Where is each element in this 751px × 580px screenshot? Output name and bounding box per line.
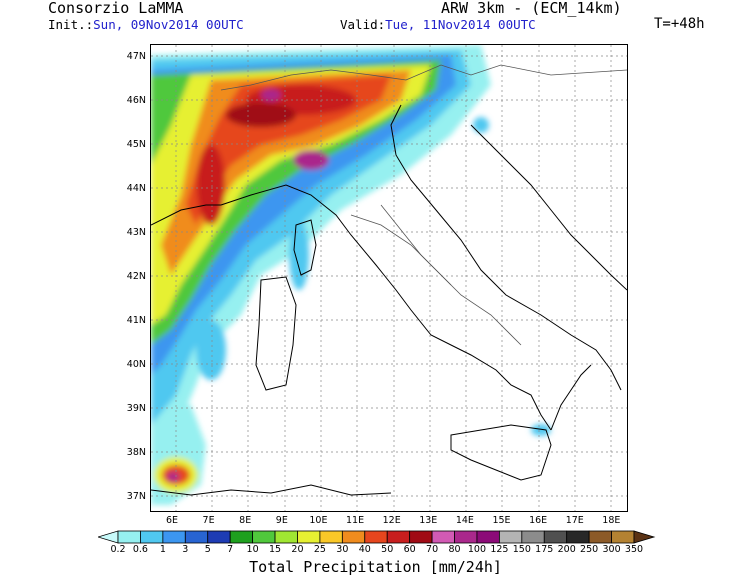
colorbar-level-label: 30 bbox=[336, 544, 349, 555]
colorbar-swatch bbox=[297, 530, 321, 544]
lat-tick-label: 42N bbox=[126, 271, 146, 282]
colorbar-swatch bbox=[454, 530, 478, 544]
colorbar-swatch bbox=[566, 530, 590, 544]
colorbar-level-label: 25 bbox=[313, 544, 326, 555]
lon-tick-label: 6E bbox=[165, 515, 178, 526]
lat-tick-label: 46N bbox=[126, 95, 146, 107]
lat-tick-label: 39N bbox=[126, 402, 146, 414]
colorbar-level-label: 80 bbox=[448, 544, 461, 555]
precipitation-map bbox=[150, 44, 628, 512]
lon-tick-label: 9E bbox=[275, 515, 288, 526]
colorbar-swatch bbox=[252, 530, 276, 544]
valid-line: Valid:Tue, 11Nov2014 00UTC bbox=[340, 18, 536, 32]
colorbar-swatch bbox=[498, 530, 523, 544]
colorbar-title: Total Precipitation [mm/24h] bbox=[249, 558, 502, 576]
colorbar-swatch bbox=[207, 530, 231, 544]
lat-tick-label: 45N bbox=[126, 139, 146, 151]
colorbar-level-label: 175 bbox=[535, 544, 554, 555]
init-date: Sun, 09Nov2014 00UTC bbox=[93, 17, 244, 32]
colorbar-level-label: 300 bbox=[602, 544, 621, 555]
lon-tick-label: 18E bbox=[602, 515, 621, 526]
colorbar-level-label: 70 bbox=[426, 544, 439, 555]
colorbar-level-label: 125 bbox=[490, 544, 509, 555]
colorbar-level-label: 10 bbox=[246, 544, 259, 555]
colorbar-swatch bbox=[588, 530, 612, 544]
lat-tick-label: 38N bbox=[126, 446, 146, 458]
colorbar-level-label: 5 bbox=[204, 544, 211, 555]
colorbar-level-label: 200 bbox=[557, 544, 576, 555]
colorbar-level-label: 50 bbox=[381, 544, 394, 555]
colorbar bbox=[98, 530, 656, 544]
lat-tick-label: 37N bbox=[126, 490, 146, 502]
map-svg bbox=[151, 45, 627, 511]
colorbar-swatch bbox=[140, 530, 164, 544]
colorbar-level-label: 100 bbox=[467, 544, 487, 555]
colorbar-level-label: 1 bbox=[159, 544, 166, 555]
colorbar-swatch bbox=[117, 530, 141, 544]
coastlines bbox=[151, 104, 627, 496]
colorbar-swatch bbox=[274, 530, 298, 544]
lat-tick-label: 41N bbox=[126, 314, 146, 326]
colorbar-swatch bbox=[184, 530, 209, 544]
org-title: Consorzio LaMMA bbox=[48, 0, 184, 17]
lon-tick-label: 15E bbox=[492, 515, 511, 526]
model-title: ARW 3km - (ECM_14km) bbox=[441, 0, 622, 17]
colorbar-level-label: 0.6 bbox=[132, 544, 148, 555]
lat-tick-label: 40N bbox=[126, 358, 146, 370]
colorbar-level-label: 250 bbox=[580, 544, 599, 555]
colorbar-swatch bbox=[229, 530, 254, 544]
colorbar-swatch bbox=[633, 530, 656, 544]
colorbar-level-label: 350 bbox=[624, 544, 644, 555]
valid-label: Valid: bbox=[340, 17, 386, 32]
colorbar-swatch bbox=[476, 530, 500, 544]
lon-tick-label: 12E bbox=[382, 515, 401, 526]
colorbar-level-label: 20 bbox=[291, 544, 304, 555]
colorbar-swatch bbox=[409, 530, 433, 544]
lon-tick-label: 17E bbox=[565, 515, 584, 526]
lat-tick-label: 47N bbox=[126, 51, 146, 63]
init-label: Init.: bbox=[48, 17, 94, 32]
lon-tick-label: 11E bbox=[345, 515, 365, 526]
lon-tick-label: 16E bbox=[529, 515, 548, 526]
colorbar-level-label: 60 bbox=[403, 544, 416, 555]
lead-time: T=+48h bbox=[654, 16, 705, 32]
colorbar-level-label: 3 bbox=[182, 544, 189, 555]
colorbar-level-label: 0.2 bbox=[110, 544, 126, 555]
colorbar-swatch bbox=[341, 530, 366, 544]
lon-tick-label: 13E bbox=[419, 515, 438, 526]
lon-tick-label: 8E bbox=[239, 515, 252, 526]
colorbar-swatch bbox=[431, 530, 455, 544]
valid-date: Tue, 11Nov2014 00UTC bbox=[385, 17, 536, 32]
colorbar-swatch bbox=[98, 530, 119, 544]
colorbar-swatch bbox=[611, 530, 635, 544]
init-line: Init.:Sun, 09Nov2014 00UTC bbox=[48, 18, 244, 32]
colorbar-swatch bbox=[521, 530, 545, 544]
borders bbox=[220, 64, 627, 346]
colorbar-level-label: 40 bbox=[358, 544, 371, 555]
colorbar-swatch bbox=[543, 530, 568, 544]
colorbar-swatch bbox=[162, 530, 186, 544]
colorbar-level-label: 150 bbox=[512, 544, 531, 555]
lat-tick-label: 44N bbox=[126, 183, 146, 195]
lon-tick-label: 10E bbox=[309, 515, 328, 526]
lon-tick-label: 14E bbox=[455, 515, 474, 526]
precipitation-field bbox=[151, 45, 551, 505]
lon-tick-label: 7E bbox=[202, 515, 215, 526]
colorbar-swatch bbox=[319, 530, 343, 544]
colorbar-swatch bbox=[364, 530, 388, 544]
colorbar-level-label: 7 bbox=[227, 544, 234, 555]
colorbar-level-label: 15 bbox=[268, 544, 282, 555]
colorbar-swatch bbox=[386, 530, 411, 544]
lat-tick-label: 43N bbox=[126, 227, 146, 239]
